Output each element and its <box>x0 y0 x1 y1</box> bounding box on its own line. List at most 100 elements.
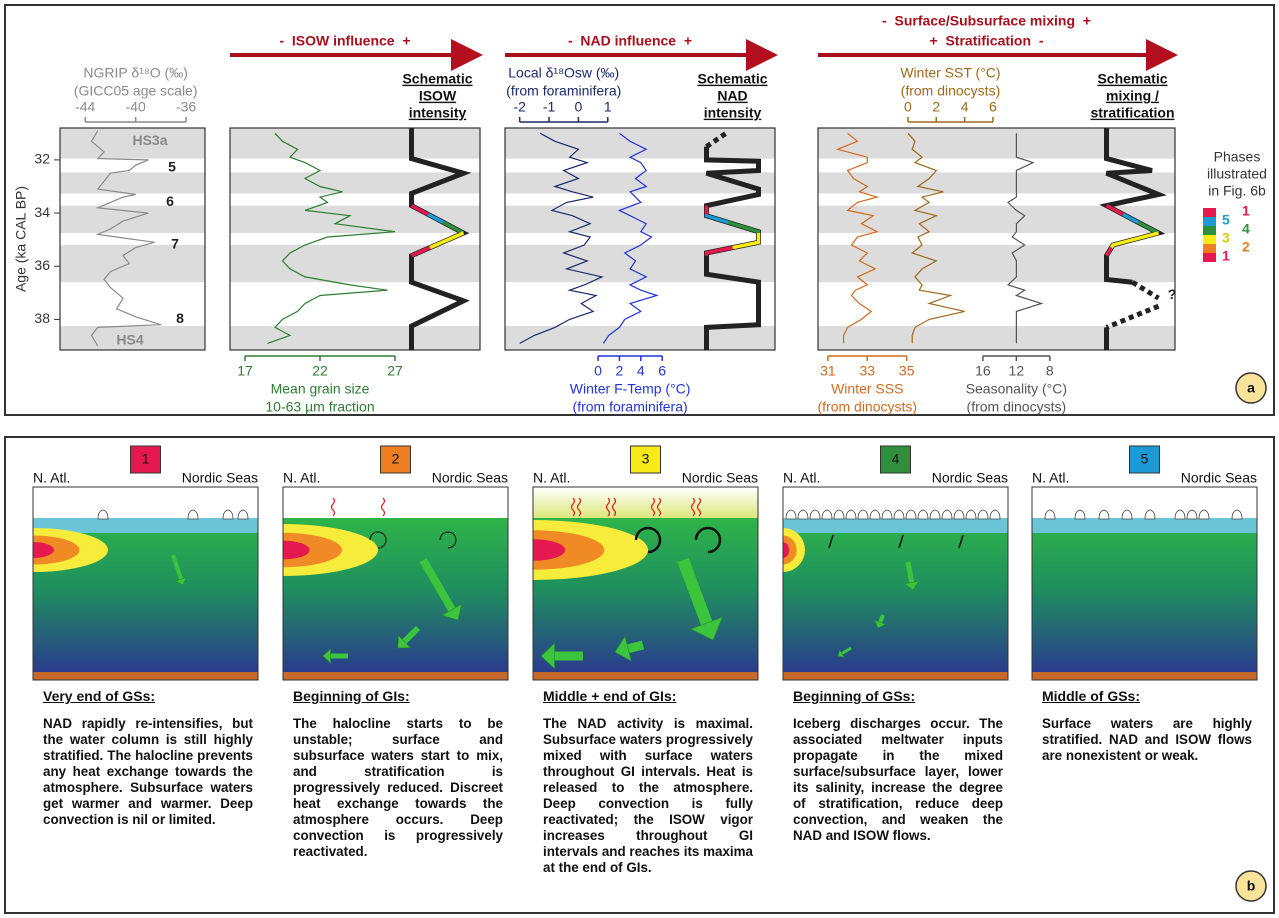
legend-swatch <box>1203 217 1216 226</box>
phase-description: NAD rapidly re-intensifies, but the wate… <box>43 716 253 827</box>
data-line <box>267 132 396 344</box>
phase-title: Beginning of GIs: <box>293 688 410 704</box>
schematic-dash <box>705 131 728 149</box>
x-tick-label: -44 <box>75 99 95 115</box>
event-label: 8 <box>176 310 184 326</box>
panel-label-badge <box>1235 372 1267 404</box>
iceberg <box>1144 509 1156 520</box>
mixing-gyre <box>439 531 457 549</box>
schematic-phase-segment <box>704 245 733 256</box>
panel-label-badge <box>1235 870 1267 902</box>
phase-description: The NAD activity is maximal. Subsurface … <box>543 716 753 875</box>
stadial-band <box>818 326 1175 350</box>
data-line <box>1006 133 1044 344</box>
axis-label: (from dinocysts) <box>901 83 1001 99</box>
x-tick-label: 27 <box>387 363 403 379</box>
surface-layer <box>33 518 258 533</box>
panel-b-frame <box>4 436 1275 914</box>
heat-core <box>783 535 797 565</box>
plot-background <box>230 128 480 350</box>
stadial-band <box>818 244 1175 283</box>
heat-core <box>533 530 605 570</box>
heat-release <box>690 497 696 517</box>
mixing-gyre <box>694 526 722 554</box>
left-label: N. Atl. <box>783 470 820 486</box>
phase-diagram: 5 N. Atl. Nordic Seas <box>1031 445 1258 681</box>
schematic-title: ISOW <box>419 88 457 104</box>
schematic-title: intensity <box>409 105 467 121</box>
axis-label: Seasonality (°C) <box>966 381 1067 397</box>
x-tick-label: 4 <box>961 99 969 115</box>
iceberg <box>1074 509 1086 520</box>
axis-label: (GICC05 age scale) <box>74 83 198 99</box>
phase-number-box <box>1129 445 1160 474</box>
plot-background <box>818 128 1175 350</box>
x-tick-label: 31 <box>820 363 836 379</box>
section-frame <box>1031 486 1258 681</box>
flow-arrow-shaft <box>677 557 713 626</box>
sea-floor <box>533 672 758 680</box>
phase-number: 4 <box>892 451 900 467</box>
influence-header: + Stratification - <box>930 33 1044 49</box>
right-label: Nordic Seas <box>432 470 508 486</box>
ocean-section <box>283 487 508 680</box>
axis-label: Mean grain size <box>271 381 370 397</box>
schematic-title: mixing / <box>1106 88 1159 104</box>
x-tick-label: 1 <box>604 99 612 115</box>
legend-title: illustrated <box>1207 166 1267 182</box>
flow-arrow-shaft <box>171 554 183 580</box>
surface-layer <box>783 518 1008 533</box>
flow-arrow-head <box>397 634 412 649</box>
phase-description: The halocline starts to be unstable; sur… <box>293 716 503 859</box>
axis-label: NGRIP δ¹⁸O (‰) <box>83 65 187 81</box>
y-tick-label: 38 <box>34 310 50 326</box>
stadial-band <box>230 326 480 350</box>
flow-arrow-head <box>322 648 331 664</box>
iceberg <box>857 509 869 520</box>
heat-core <box>283 540 310 560</box>
x-tick-label: 35 <box>899 363 915 379</box>
flow-arrow-head <box>614 635 632 662</box>
axis-label: Winter SST (°C) <box>900 65 1000 81</box>
x-tick-label: 22 <box>312 363 328 379</box>
iceberg <box>845 509 857 520</box>
heat-core <box>283 532 342 568</box>
panel-label: a <box>1247 380 1255 396</box>
flow-arrow-shaft <box>905 561 915 584</box>
mixing-gyre <box>634 526 662 554</box>
iceberg <box>977 509 989 520</box>
legend-label: 2 <box>1242 239 1250 255</box>
sky <box>1032 487 1257 518</box>
data-line <box>602 132 659 344</box>
iceberg <box>989 509 1001 520</box>
iceberg <box>222 509 234 520</box>
x-tick-label: 6 <box>658 363 666 379</box>
iceberg <box>785 509 797 520</box>
flow-arrow-head <box>175 577 187 586</box>
legend-swatch <box>1203 235 1216 244</box>
surface-layer <box>1032 518 1257 533</box>
phase-diagram: 1 N. Atl. Nordic Seas <box>32 445 259 681</box>
heat-release <box>570 497 576 517</box>
flow-arrow-shaft <box>878 614 885 624</box>
x-tick-label: 33 <box>859 363 875 379</box>
legend-label: 1 <box>1222 248 1230 264</box>
legend-label: 3 <box>1222 230 1230 246</box>
schematic-phase-segment <box>427 212 445 224</box>
data-line <box>907 132 965 344</box>
stadial-band <box>230 128 480 159</box>
mixing-gyre <box>369 531 387 549</box>
axis-label: Winter SSS <box>831 381 903 397</box>
schematic-dash <box>1105 303 1160 330</box>
phase-number: 2 <box>392 451 400 467</box>
x-tick-label: 6 <box>989 99 997 115</box>
right-label: Nordic Seas <box>1181 470 1257 486</box>
y-tick-label: 32 <box>34 151 50 167</box>
schematic-title: NAD <box>717 88 747 104</box>
left-label: N. Atl. <box>33 470 70 486</box>
schematic-phase-segment <box>1137 220 1160 235</box>
iceberg <box>929 509 941 520</box>
phase-number-box <box>880 445 911 474</box>
